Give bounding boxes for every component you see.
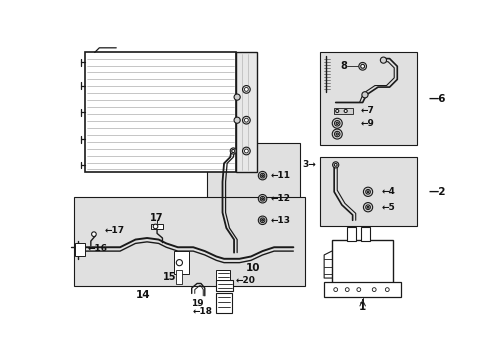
Circle shape [244,149,248,153]
Text: ←5: ←5 [381,203,395,212]
Circle shape [261,175,263,176]
Circle shape [334,131,339,137]
Bar [176,270,182,284]
Bar [216,270,230,280]
Circle shape [260,173,264,178]
Text: 3→: 3→ [302,160,316,169]
Circle shape [244,118,248,122]
Text: ←4: ←4 [381,187,395,196]
Text: ←18: ←18 [192,307,212,316]
Circle shape [258,171,266,180]
Circle shape [260,218,264,222]
Bar [235,53,257,172]
Circle shape [335,133,338,135]
Text: ←12: ←12 [270,194,290,203]
Circle shape [261,219,263,221]
Circle shape [242,147,250,155]
Bar [320,53,416,145]
Bar [85,53,235,172]
Bar [333,108,353,114]
Circle shape [231,149,234,153]
Circle shape [91,232,96,237]
Text: 19: 19 [190,299,203,308]
Bar [207,143,299,259]
Text: 14: 14 [136,290,150,300]
Text: ←9: ←9 [360,119,373,128]
Circle shape [334,163,336,166]
Circle shape [345,288,348,292]
Bar [216,280,233,291]
Text: ←11: ←11 [270,171,290,180]
Circle shape [244,87,248,91]
Circle shape [234,117,240,123]
Circle shape [242,86,250,93]
Circle shape [153,224,158,229]
Circle shape [230,148,236,154]
Text: ←16: ←16 [87,244,107,253]
Circle shape [261,198,263,200]
Circle shape [258,216,266,225]
Circle shape [358,62,366,70]
Circle shape [332,162,338,168]
Circle shape [344,109,346,112]
Bar [74,197,305,286]
Circle shape [356,288,360,292]
Text: —6: —6 [427,94,445,104]
Circle shape [334,121,339,126]
Text: ←13: ←13 [270,216,290,225]
Bar [331,239,393,286]
Circle shape [365,189,369,194]
Bar [151,224,163,229]
Bar [216,293,231,314]
Text: —2: —2 [427,187,445,197]
Text: ←17: ←17 [104,226,124,235]
Bar [360,227,369,241]
Circle shape [331,118,342,128]
Circle shape [363,203,372,212]
Circle shape [365,205,369,210]
Text: 1: 1 [358,302,366,312]
Circle shape [234,94,240,100]
Text: 10: 10 [245,263,260,273]
Text: 8: 8 [339,61,346,71]
Circle shape [361,92,367,98]
Text: 15: 15 [163,271,177,282]
Circle shape [363,187,372,197]
Bar [324,282,400,297]
Bar [320,157,416,226]
Circle shape [366,206,368,208]
Circle shape [333,288,337,292]
Text: ←7: ←7 [360,107,373,116]
Circle shape [335,109,338,112]
Circle shape [258,194,266,203]
Circle shape [260,197,264,201]
Circle shape [366,191,368,193]
Circle shape [335,122,338,125]
Circle shape [371,288,375,292]
Bar [75,243,84,256]
Text: ←20: ←20 [235,276,255,285]
Bar [174,251,189,274]
Text: 17: 17 [150,213,163,223]
Circle shape [360,64,364,68]
Circle shape [385,288,388,292]
Bar [346,227,356,241]
Circle shape [380,57,386,63]
Circle shape [242,116,250,124]
Circle shape [331,129,342,139]
Circle shape [176,260,182,266]
